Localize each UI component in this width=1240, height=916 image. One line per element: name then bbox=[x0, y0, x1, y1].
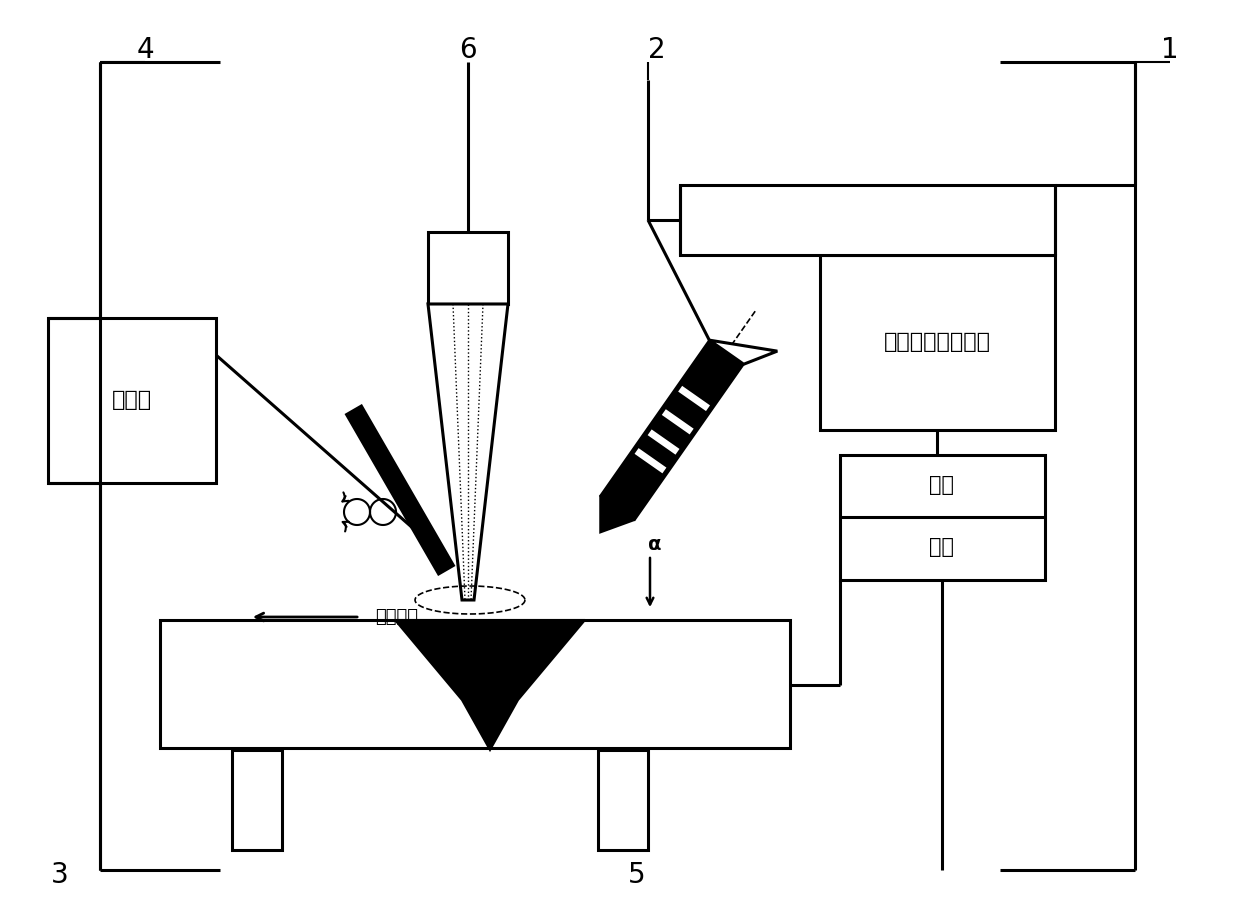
Text: 4: 4 bbox=[136, 36, 154, 64]
Bar bbox=[598, 750, 649, 850]
Polygon shape bbox=[662, 409, 693, 434]
Polygon shape bbox=[678, 386, 711, 411]
Polygon shape bbox=[600, 496, 635, 532]
Bar bbox=[232, 750, 281, 850]
Text: 激光器: 激光器 bbox=[112, 390, 153, 410]
Text: 5: 5 bbox=[629, 861, 646, 889]
Bar bbox=[820, 255, 1055, 430]
Text: 1: 1 bbox=[1161, 36, 1179, 64]
Text: 变极性等离子焊机: 变极性等离子焊机 bbox=[883, 332, 991, 352]
Polygon shape bbox=[428, 304, 508, 600]
Polygon shape bbox=[600, 340, 744, 520]
Bar bbox=[680, 185, 1055, 255]
Text: 3: 3 bbox=[51, 861, 69, 889]
Polygon shape bbox=[709, 340, 777, 365]
Bar bbox=[428, 232, 508, 304]
Bar bbox=[48, 318, 216, 483]
Polygon shape bbox=[635, 448, 666, 474]
Text: 2: 2 bbox=[649, 36, 666, 64]
Bar bbox=[839, 455, 1045, 580]
Polygon shape bbox=[346, 406, 454, 574]
Polygon shape bbox=[647, 430, 680, 454]
Polygon shape bbox=[396, 620, 585, 750]
Text: 6: 6 bbox=[459, 36, 477, 64]
Bar bbox=[160, 620, 790, 748]
Text: α: α bbox=[649, 536, 662, 554]
Text: 低频: 低频 bbox=[930, 537, 955, 557]
Text: 焊接方向: 焊接方向 bbox=[374, 608, 418, 626]
Text: 高频: 高频 bbox=[930, 475, 955, 495]
